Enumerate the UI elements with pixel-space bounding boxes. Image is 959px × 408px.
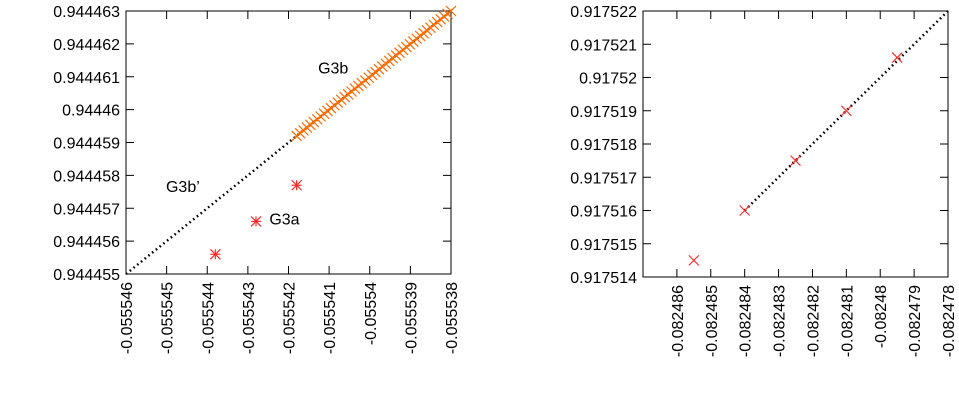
x-tick-label: -0.055544 xyxy=(200,282,217,354)
x-tick-label: -0.05554 xyxy=(363,282,380,345)
y-tick-label: 0.944457 xyxy=(53,201,120,218)
annotation-label: G3b’ xyxy=(166,179,200,196)
y-tick-label: 0.917519 xyxy=(570,104,637,121)
data-point xyxy=(790,155,801,167)
y-tick-label: 0.917522 xyxy=(570,4,637,21)
y-tick-label: 0.944462 xyxy=(53,37,120,54)
y-tick-label: 0.94446 xyxy=(62,103,120,120)
data-point xyxy=(291,179,303,191)
x-tick-label: -0.055543 xyxy=(241,282,258,354)
x-tick-label: -0.055546 xyxy=(119,282,136,354)
y-tick-label: 0.91752 xyxy=(579,71,637,88)
y-tick-label: 0.917514 xyxy=(570,270,637,287)
data-point xyxy=(891,52,903,63)
y-tick-label: 0.917518 xyxy=(570,137,637,154)
y-tick-label: 0.917521 xyxy=(570,37,637,54)
x-tick-label: -0.055545 xyxy=(160,282,177,354)
x-tick-label: -0.082481 xyxy=(839,285,856,357)
data-point xyxy=(250,215,262,227)
y-tick-label: 0.944455 xyxy=(53,267,120,284)
y-tick-label: 0.944458 xyxy=(53,168,120,185)
x-tick-label: -0.082479 xyxy=(907,285,924,357)
annotation-label: G3a xyxy=(269,212,299,229)
x-tick-label: -0.055538 xyxy=(444,282,461,354)
y-tick-label: 0.944461 xyxy=(53,70,120,87)
annotation-label: G3b xyxy=(318,60,348,77)
y-tick-label: 0.944456 xyxy=(53,234,120,251)
x-tick-label: -0.055542 xyxy=(282,282,299,354)
x-tick-label: -0.082483 xyxy=(772,285,789,357)
y-tick-label: 0.917516 xyxy=(570,204,637,221)
right-chart: 0.917514 0.917515 0.917516 0.917517 0.917518… xyxy=(570,4,958,357)
x-tick-label: -0.055541 xyxy=(322,282,339,354)
x-tick-label: -0.055539 xyxy=(403,282,420,354)
y-tick-label: 0.944459 xyxy=(53,136,120,153)
x-tick-label: -0.082485 xyxy=(704,285,721,357)
x-tick-label: -0.082478 xyxy=(941,285,958,357)
x-tick-label: -0.082486 xyxy=(670,285,687,357)
data-point xyxy=(445,5,457,17)
x-tick-label: -0.082482 xyxy=(805,285,822,357)
y-tick-label: 0.917515 xyxy=(570,237,637,254)
x-tick-label: -0.08248 xyxy=(873,285,890,348)
y-tick-label: 0.944463 xyxy=(53,4,120,21)
data-point xyxy=(739,205,751,216)
x-tick-label: -0.082484 xyxy=(738,285,755,357)
data-point xyxy=(688,254,700,266)
plot-frame xyxy=(642,10,949,278)
data-point xyxy=(840,105,852,117)
data-point xyxy=(209,248,221,260)
y-tick-label: 0.917517 xyxy=(570,170,637,187)
left-chart: 0.944455 0.944456 0.944457 0.944458 0.944459… xyxy=(53,4,461,354)
